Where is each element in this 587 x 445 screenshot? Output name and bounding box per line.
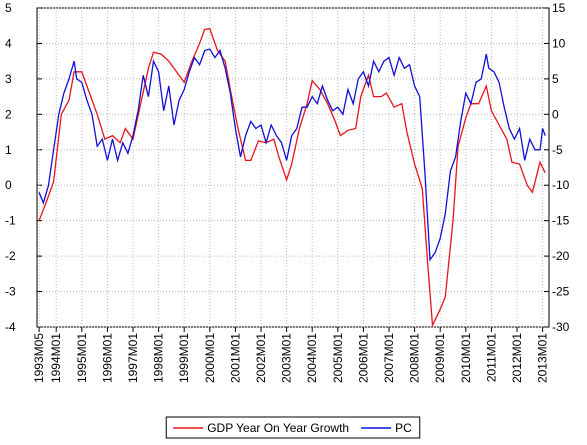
y2-tick-label: -25	[552, 285, 570, 299]
x-tick-label: 2003M01	[280, 333, 294, 383]
series-line	[38, 48, 546, 262]
y-tick-label: 5	[5, 1, 12, 15]
x-tick-label: 2011M01	[484, 333, 498, 382]
y2-tick-label: 0	[552, 107, 559, 121]
y-tick-label: 2	[5, 107, 12, 121]
y-tick-label: 3	[5, 72, 12, 86]
series-line	[38, 27, 546, 328]
y-tick-label: -2	[5, 249, 16, 263]
legend-label: GDP Year On Year Growth	[207, 421, 349, 435]
y2-tick-label: -10	[552, 178, 570, 192]
x-tick-label: 1993M05	[32, 333, 46, 383]
x-tick-label: 2000M01	[203, 333, 217, 383]
x-tick-label: 1996M01	[100, 333, 114, 383]
x-tick-label: 2012M01	[510, 333, 524, 383]
y2-tick-label: -30	[552, 320, 570, 334]
y2-tick-label: -20	[552, 249, 570, 263]
x-tick-label: 2010M01	[459, 333, 473, 383]
y-tick-label: 0	[5, 178, 12, 192]
legend-label: PC	[395, 421, 412, 435]
plot-frame	[36, 7, 550, 328]
x-tick-label: 1994M01	[49, 333, 63, 383]
x-tick-label: 1997M01	[126, 333, 140, 383]
x-tick-label: 1995M01	[75, 333, 89, 383]
y-tick-label: -1	[5, 214, 16, 228]
x-tick-label: 2007M01	[382, 333, 396, 383]
x-tick-label: 2004M01	[305, 333, 319, 383]
legend: GDP Year On Year Growth PC	[165, 416, 421, 439]
x-tick-label: 2008M01	[408, 333, 422, 383]
y-tick-label: -3	[5, 285, 16, 299]
y2-tick-label: 10	[552, 36, 566, 50]
x-tick-label: 1999M01	[177, 333, 191, 383]
y-tick-label: 1	[5, 143, 12, 157]
x-tick-label: 2001M01	[228, 333, 242, 383]
y2-tick-label: 15	[552, 1, 566, 15]
y2-tick-label: 5	[552, 72, 559, 86]
x-tick-label: 2005M01	[331, 333, 345, 383]
y-tick-label: -4	[5, 320, 16, 334]
legend-box	[165, 416, 421, 439]
x-tick-label: 1998M01	[152, 333, 166, 383]
x-tick-label: 2009M01	[433, 333, 447, 383]
x-tick-label: 2013M01	[536, 333, 550, 383]
y2-tick-label: -15	[552, 214, 570, 228]
x-tick-label: 2002M01	[254, 333, 268, 383]
y2-tick-label: -5	[552, 143, 563, 157]
y-tick-label: 4	[5, 36, 12, 50]
x-tick-label: 2006M01	[356, 333, 370, 383]
